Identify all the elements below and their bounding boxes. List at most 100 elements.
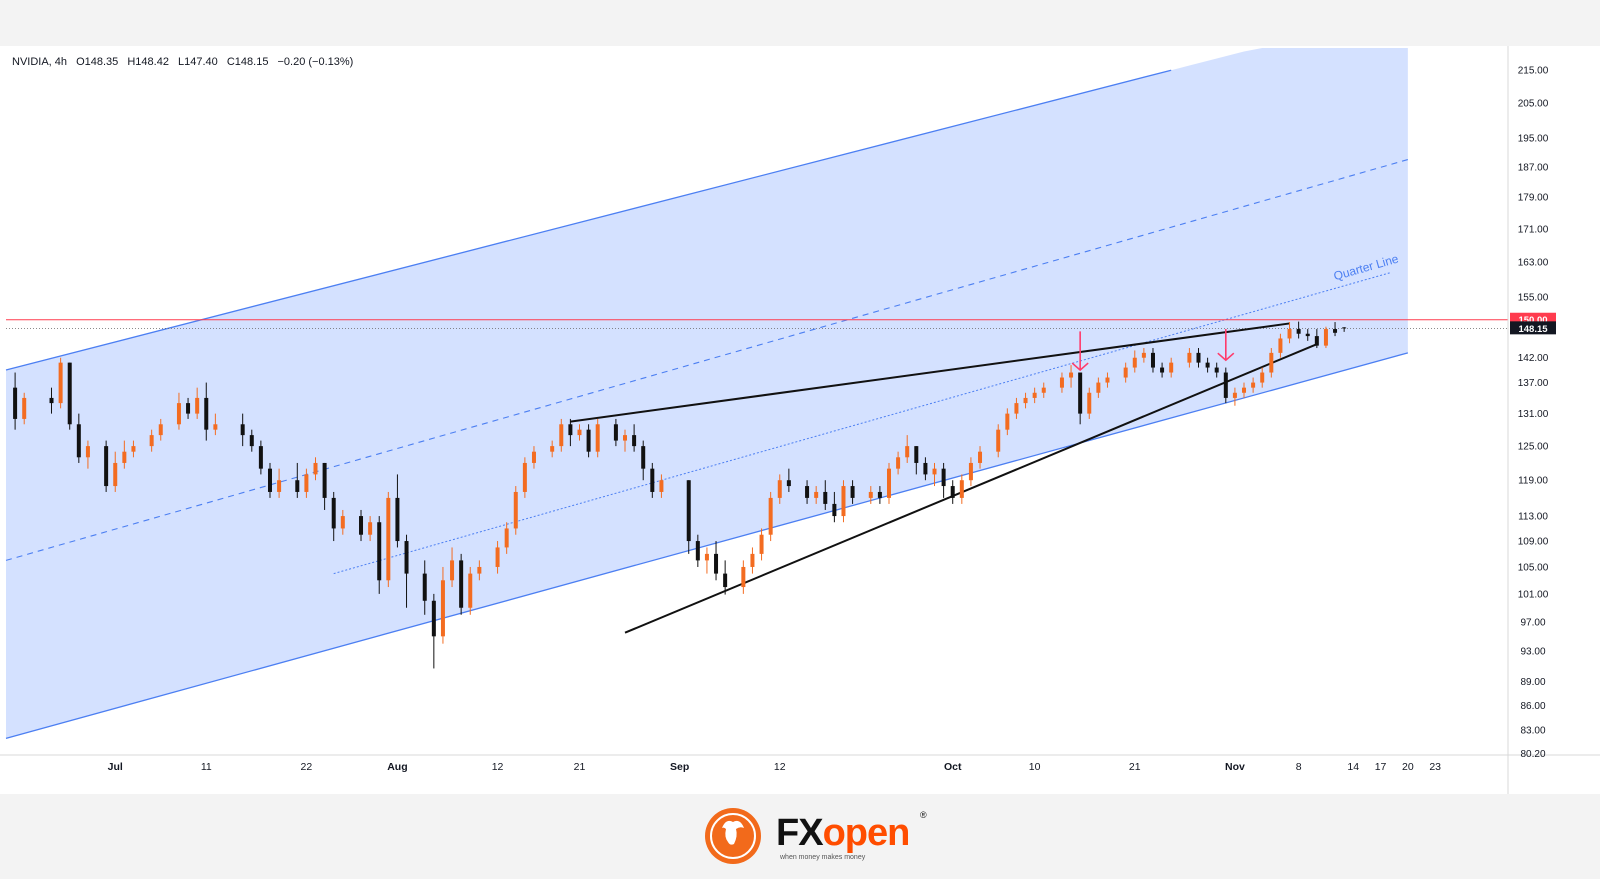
y-tick-label: 179.00: [1518, 193, 1549, 204]
candle-body: [613, 424, 618, 441]
y-tick-label: 195.00: [1518, 133, 1549, 144]
chart-panel[interactable]: Quarter Line 215.00 205.00 195.00 187.00 179…: [0, 46, 1600, 794]
candle-body: [695, 541, 700, 561]
candle-body: [1287, 329, 1292, 339]
brand-wordmark: FXopen: [776, 812, 911, 855]
x-tick-label: 17: [1375, 761, 1387, 773]
candle-body: [704, 553, 709, 561]
candle-body: [85, 446, 90, 458]
x-tick-label: 22: [301, 761, 313, 773]
legend-close: C148.15: [226, 56, 269, 68]
trendline-wedge-upper: [570, 322, 1290, 423]
candle-body: [213, 424, 218, 430]
candle-body: [1278, 338, 1283, 353]
candle-body: [113, 462, 118, 487]
x-tick-label: 21: [574, 761, 586, 773]
candle-body: [1342, 327, 1347, 329]
candle-body: [1150, 352, 1155, 368]
x-tick-label: Nov: [1225, 761, 1245, 773]
legend-high: H148.42: [127, 56, 169, 68]
candle-body: [158, 424, 163, 436]
y-tick-label: 131.00: [1518, 409, 1549, 420]
candle-body: [1059, 377, 1064, 388]
candle-body: [786, 480, 791, 487]
y-tick-label: 187.00: [1518, 162, 1549, 173]
candle-body: [559, 424, 564, 447]
candle-body: [759, 534, 764, 554]
candle-body: [577, 429, 582, 436]
x-tick-label: 12: [774, 761, 786, 773]
x-tick-label: 10: [1029, 761, 1041, 773]
candle-body: [1087, 392, 1092, 414]
candle-body: [22, 397, 27, 419]
registered-mark: ®: [920, 810, 927, 820]
candle-body: [277, 480, 282, 492]
candle-body: [1023, 397, 1028, 404]
fxopen-logo: FXopen ® when money makes money: [700, 804, 940, 868]
candle-body: [1123, 367, 1128, 378]
quarter-line: [333, 272, 1390, 575]
candle-body: [923, 462, 928, 475]
candle-body: [650, 468, 655, 492]
candle-body: [1141, 352, 1146, 358]
y-tick-label: 93.00: [1520, 647, 1545, 658]
candle-body: [968, 462, 973, 481]
ohlc-legend: NVIDIA, 4h O148.35 H148.42 L147.40 C148.…: [12, 56, 359, 68]
candle-body: [1196, 352, 1201, 363]
candle-body: [686, 480, 691, 542]
candle-body: [623, 435, 628, 441]
candle-body: [1187, 352, 1192, 363]
brand-open: open: [822, 812, 911, 854]
legend-low: L147.40: [178, 56, 218, 68]
candle-body: [1269, 352, 1274, 373]
legend-symbol: NVIDIA, 4h: [12, 56, 68, 68]
candle-body: [1096, 382, 1101, 393]
candle-body: [340, 516, 345, 529]
channel-median-line: [5, 159, 1409, 561]
candle-body: [777, 480, 782, 498]
y-tick-label: 125.00: [1518, 442, 1549, 453]
candle-body: [996, 429, 1001, 452]
candle-body: [1132, 357, 1137, 368]
candle-body: [495, 547, 500, 567]
price-chart[interactable]: Quarter Line 215.00205.00195.00187.00179…: [0, 46, 1600, 794]
candle-body: [386, 497, 391, 581]
y-tick-label: 171.00: [1518, 224, 1549, 235]
candle-body: [531, 451, 536, 463]
candle-body: [440, 580, 445, 637]
candle-body: [1214, 367, 1219, 373]
candle-body: [258, 446, 263, 469]
candle-body: [932, 468, 937, 475]
candle-body: [1069, 372, 1074, 378]
resistance-price-label: 150.00: [1518, 315, 1547, 326]
x-tick-label: 12: [492, 761, 504, 773]
candle-body: [1078, 372, 1083, 414]
candle-body: [714, 553, 719, 574]
candle-body: [513, 491, 518, 529]
candle-body: [1251, 382, 1256, 388]
candle-body: [1305, 333, 1310, 337]
candle-body: [267, 468, 272, 492]
candle-body: [978, 451, 983, 463]
candle-body: [477, 566, 482, 574]
candle-body: [431, 600, 436, 637]
candle-body: [1205, 362, 1210, 368]
y-tick-label: 83.00: [1520, 725, 1545, 736]
candle-body: [723, 573, 728, 588]
candle-body: [13, 387, 18, 419]
candle-body: [522, 462, 527, 492]
candle-body: [768, 497, 773, 535]
x-tick-label: Jul: [108, 761, 123, 773]
candle-body: [58, 362, 63, 404]
y-tick-label: 97.00: [1520, 617, 1545, 628]
candle-body: [359, 516, 364, 535]
x-tick-label: 21: [1129, 761, 1141, 773]
candle-body: [240, 424, 245, 436]
candle-body: [850, 486, 855, 498]
candle-body: [204, 397, 209, 430]
candle-body: [1105, 377, 1110, 383]
candle-body: [49, 397, 54, 404]
channel-fill: [6, 48, 1408, 739]
candle-body: [67, 362, 72, 425]
candle-body: [568, 424, 573, 436]
